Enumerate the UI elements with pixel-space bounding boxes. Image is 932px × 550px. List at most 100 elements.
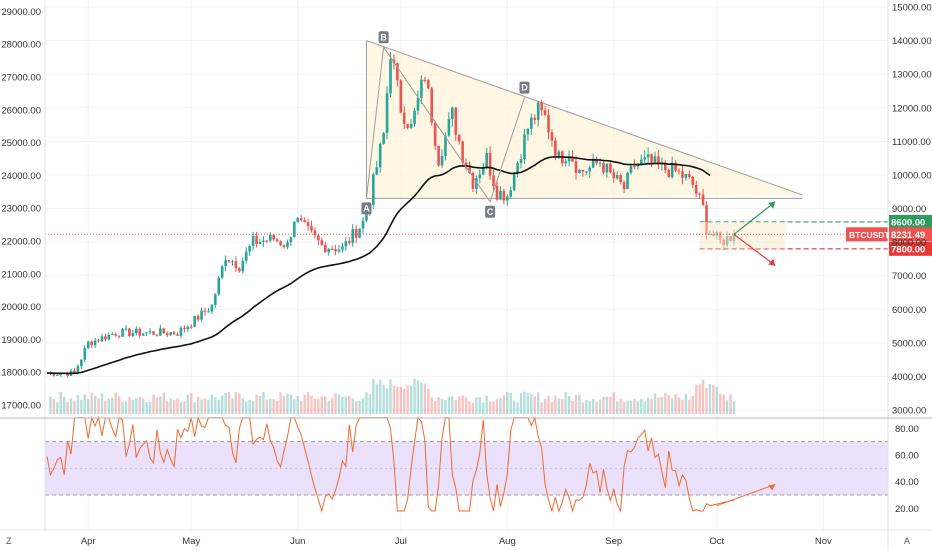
right-axis-tick: 13000.00 xyxy=(892,70,932,81)
left-axis-tick: 29000.00 xyxy=(1,7,41,18)
volume-bar xyxy=(389,379,392,414)
candle-body xyxy=(124,328,128,330)
volume-bar xyxy=(169,398,172,414)
candle-body xyxy=(571,157,574,162)
corner-label-left[interactable]: Z xyxy=(6,536,12,546)
volume-bar xyxy=(262,391,265,414)
candle-body xyxy=(365,211,368,221)
volume-bar xyxy=(255,394,258,414)
volume-bar xyxy=(313,398,317,414)
volume-bar xyxy=(224,392,227,414)
candle-body xyxy=(375,167,379,175)
candle-body xyxy=(169,332,172,336)
volume-bar xyxy=(399,386,403,414)
volume-bar xyxy=(289,394,293,414)
volume-bar xyxy=(396,386,399,414)
candle-body xyxy=(413,110,416,124)
volume-bar xyxy=(461,395,464,414)
candle-body xyxy=(396,63,399,81)
left-axis-tick: 22000.00 xyxy=(1,237,41,248)
moving-average-line xyxy=(47,155,711,375)
candle-body xyxy=(471,172,475,189)
candle-body xyxy=(317,235,320,241)
volume-bar xyxy=(488,401,492,414)
pattern-point-d xyxy=(519,81,530,94)
candle-body xyxy=(289,237,293,243)
candle-body xyxy=(492,175,495,187)
volume-bar xyxy=(245,401,248,414)
volume-bar xyxy=(533,396,536,414)
volume-bar xyxy=(279,392,282,414)
volume-bar xyxy=(203,398,207,414)
candle-body xyxy=(564,161,567,164)
volume-bar xyxy=(351,398,354,414)
candle-body xyxy=(320,240,324,245)
candle-body xyxy=(330,248,334,250)
candle-body xyxy=(296,218,300,222)
volume-bars xyxy=(49,378,736,414)
candle-body xyxy=(681,171,684,178)
volume-bar xyxy=(365,392,368,414)
candle-body xyxy=(186,326,190,330)
candle-body xyxy=(66,373,69,376)
candle-body xyxy=(457,134,461,142)
candle-body xyxy=(193,315,197,327)
candle-body xyxy=(176,334,179,336)
corner-label-right[interactable]: A xyxy=(904,536,910,546)
volume-bar xyxy=(114,392,117,414)
volume-bar xyxy=(581,402,585,414)
candle-body xyxy=(59,373,63,375)
volume-bar xyxy=(561,399,564,414)
candle-body xyxy=(90,341,93,346)
candle-body xyxy=(602,162,605,173)
candle-body xyxy=(299,218,303,221)
candle-body xyxy=(578,169,581,173)
candle-body xyxy=(262,240,265,242)
volume-bar xyxy=(317,398,320,414)
candle-body xyxy=(447,119,451,136)
volume-bar xyxy=(427,388,430,414)
candle-body xyxy=(272,234,276,240)
volume-bar xyxy=(588,401,591,414)
candle-body xyxy=(114,334,117,336)
volume-bar xyxy=(670,398,674,414)
volume-bar xyxy=(464,397,468,414)
volume-bar xyxy=(729,394,732,414)
volume-bar xyxy=(320,396,323,414)
pattern-point-c xyxy=(485,205,496,218)
volume-bar xyxy=(684,393,688,414)
volume-bar xyxy=(403,388,406,414)
volume-bar xyxy=(482,402,485,414)
volume-bar xyxy=(83,394,86,414)
candle-body xyxy=(148,331,152,333)
volume-bar xyxy=(602,397,605,414)
volume-bar xyxy=(358,400,361,414)
candle-body xyxy=(275,239,279,242)
candle-body xyxy=(165,333,169,336)
candle-body xyxy=(664,162,667,171)
volume-bar xyxy=(495,399,499,414)
volume-bar xyxy=(725,400,729,414)
candle-body xyxy=(650,154,653,163)
triangle-fill xyxy=(366,40,803,199)
candle-body xyxy=(238,268,241,272)
volume-bar xyxy=(66,402,69,414)
candle-body xyxy=(52,372,56,376)
candle-body xyxy=(505,196,509,201)
candle-body xyxy=(639,159,643,165)
right-axis-tick: 10000.00 xyxy=(892,170,932,181)
volume-bar xyxy=(715,386,719,414)
volume-bar xyxy=(636,401,640,414)
x-tick-jun: Jun xyxy=(290,536,305,547)
candle-body xyxy=(231,261,234,263)
candle-body xyxy=(440,155,444,166)
candle-body xyxy=(588,167,592,172)
range-box xyxy=(699,221,786,249)
candle-body xyxy=(670,162,674,178)
candle-body xyxy=(516,162,519,174)
rsi-band xyxy=(45,441,888,496)
candle-body xyxy=(347,241,351,244)
symbol-badge xyxy=(846,227,888,242)
